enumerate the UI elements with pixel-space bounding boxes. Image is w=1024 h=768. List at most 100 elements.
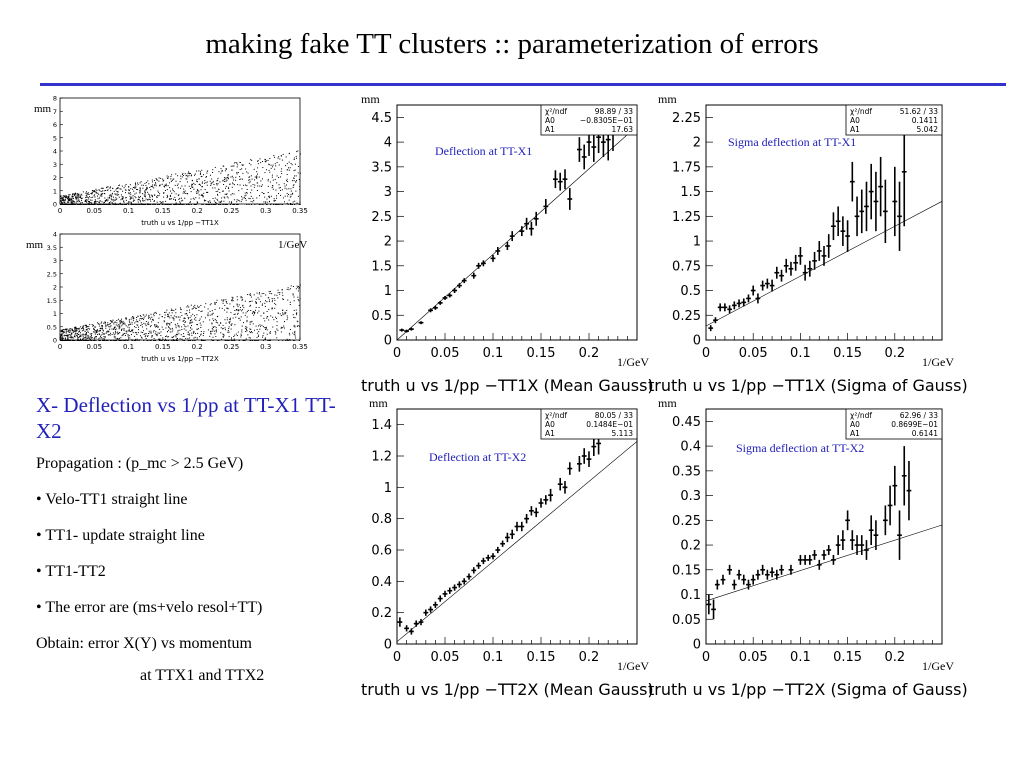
scatter-point: [115, 332, 117, 334]
scatter-point: [101, 194, 103, 196]
scatter-point: [178, 333, 180, 335]
scatter-point: [241, 196, 243, 198]
data-point: [779, 269, 784, 282]
scatter-point: [180, 204, 182, 205]
scatter-chart-tt2x: 0 0.05 0.1 0.15 0.2 0.25 0.3 0.3500.511.522.533…: [26, 231, 308, 364]
scatter-point: [98, 323, 100, 325]
scatter-point: [130, 197, 132, 199]
scatter-point: [129, 184, 131, 186]
scatter-point: [61, 197, 63, 199]
scatter-point: [156, 179, 158, 181]
scatter-point: [171, 174, 173, 176]
scatter-point: [168, 312, 170, 314]
scatter-point: [290, 202, 292, 204]
scatter-point: [271, 307, 273, 309]
scatter-point: [263, 317, 265, 319]
data-point: [873, 520, 879, 550]
scatter-point: [172, 329, 174, 331]
scatter-point: [144, 204, 146, 205]
scatter-point: [263, 193, 265, 195]
data-point: [868, 163, 874, 220]
scatter-point: [143, 333, 145, 335]
scatter-point: [85, 192, 87, 194]
scatter-point: [86, 195, 88, 197]
scatter-point: [150, 204, 152, 205]
scatter-point: [150, 325, 152, 327]
scatter-point: [197, 192, 199, 194]
scatter-point: [94, 330, 96, 332]
scatter-point: [160, 201, 162, 203]
scatter-point: [245, 328, 247, 330]
scatter-point: [274, 168, 276, 170]
x-tick-label: 0.15: [155, 343, 171, 351]
scatter-point: [67, 334, 69, 336]
scatter-point: [82, 204, 84, 205]
scatter-point: [297, 150, 299, 152]
scatter-point: [192, 186, 194, 188]
scatter-point: [143, 322, 145, 324]
scatter-point: [274, 307, 276, 309]
scatter-point: [188, 175, 190, 177]
scatter-point: [163, 179, 165, 181]
scatter-point: [214, 302, 216, 304]
scatter-point: [285, 156, 287, 158]
scatter-point: [155, 340, 157, 341]
scatter-point: [217, 177, 219, 179]
scatter-point: [271, 174, 273, 176]
scatter-point: [261, 293, 263, 295]
scatter-point: [236, 166, 238, 168]
scatter-point: [297, 195, 299, 197]
scatter-point: [99, 195, 101, 197]
scatter-point: [223, 334, 225, 336]
scatter-point: [241, 325, 243, 327]
x-tick-label: 0.2: [884, 650, 905, 665]
scatter-point: [131, 317, 133, 319]
scatter-point: [228, 328, 230, 330]
scatter-point: [124, 335, 126, 337]
scatter-point: [130, 202, 132, 204]
scatter-point: [225, 185, 227, 187]
scatter-point: [91, 193, 93, 195]
scatter-point: [200, 311, 202, 313]
scatter-point: [195, 319, 197, 321]
stats-box-frame: [540, 408, 638, 440]
scatter-point: [202, 196, 204, 198]
scatter-point: [71, 195, 73, 197]
scatter-point: [86, 328, 88, 330]
scatter-point: [81, 330, 83, 332]
scatter-point: [101, 190, 103, 192]
scatter-point: [248, 176, 250, 178]
scatter-point: [249, 321, 251, 323]
scatter-point: [203, 333, 205, 335]
scatter-point: [206, 204, 208, 205]
data-point: [548, 488, 553, 502]
scatter-point: [249, 328, 251, 330]
scatter-point: [123, 201, 125, 203]
scatter-point: [130, 201, 132, 203]
scatter-point: [181, 338, 183, 340]
scatter-point: [155, 185, 157, 187]
scatter-point: [65, 329, 67, 331]
x-tick-label: 0.1: [790, 650, 811, 665]
scatter-point: [62, 200, 64, 202]
scatter-point: [144, 333, 146, 335]
scatter-point: [82, 336, 84, 338]
scatter-point: [210, 333, 212, 335]
scatter-point: [239, 162, 241, 164]
scatter-point: [179, 338, 181, 340]
scatter-point: [145, 198, 147, 200]
scatter-point: [165, 340, 167, 341]
scatter-point: [103, 333, 105, 335]
scatter-point: [65, 197, 67, 199]
scatter-point: [268, 301, 270, 303]
y-tick-label: 7: [53, 108, 57, 116]
scatter-point: [144, 191, 146, 193]
scatter-point: [116, 198, 118, 200]
scatter-point: [114, 337, 116, 339]
scatter-point: [81, 194, 83, 196]
scatter-point: [155, 331, 157, 333]
data-point: [845, 510, 850, 531]
scatter-point: [275, 304, 277, 306]
scatter-point: [196, 192, 198, 194]
scatter-point: [60, 204, 62, 205]
